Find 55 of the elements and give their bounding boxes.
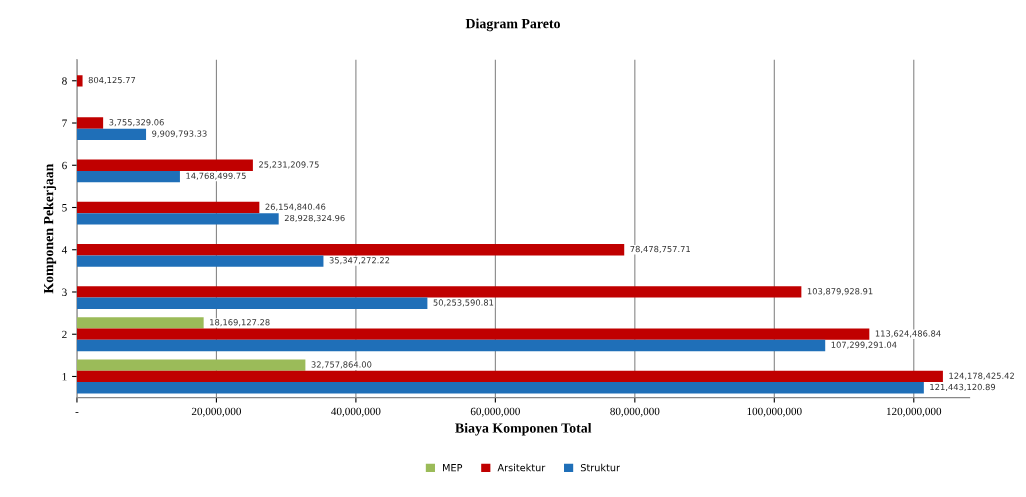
data-label: 26,154,840.46	[265, 203, 326, 211]
data-label: 121,443,120.89	[930, 383, 996, 392]
y-tick-label: 1	[62, 373, 67, 381]
x-tick-label: 60,000,000	[470, 407, 520, 417]
x-tick-label: 120,000,000	[886, 407, 942, 417]
bar	[76, 170, 180, 183]
x-tick-label: 20,000,000	[191, 407, 241, 417]
bar	[76, 201, 260, 214]
data-label: 32,757,864.00	[311, 361, 372, 369]
bar	[76, 117, 104, 129]
bar	[76, 286, 802, 298]
y-axis-title: Komponen Pekerjaan	[43, 163, 57, 294]
data-label: 50,253,590.81	[433, 299, 494, 307]
x-axis-title: Biaya Komponen Total	[455, 422, 592, 436]
data-label: 14,768,499.75	[186, 172, 246, 180]
bar	[76, 297, 428, 309]
bar	[76, 317, 204, 329]
bar	[76, 255, 324, 267]
bar	[76, 382, 924, 394]
data-label: 25,231,209.75	[259, 161, 319, 169]
bar	[76, 328, 870, 340]
bar	[76, 370, 943, 383]
x-tick-label: 40,000,000	[331, 407, 381, 417]
y-tick-label: 2	[62, 330, 67, 339]
bar	[76, 213, 279, 225]
data-label: 28,928,324.96	[284, 214, 345, 223]
y-tick-label: 3	[62, 288, 67, 296]
bar	[76, 244, 625, 256]
data-label: 18,169,127.28	[210, 319, 270, 327]
y-tick-label: 7	[62, 119, 67, 127]
legend-label: Struktur	[580, 463, 621, 472]
y-tick-label: 4	[61, 246, 68, 254]
x-tick-label: -	[75, 412, 79, 413]
data-label: 103,879,928.91	[807, 288, 873, 296]
data-label: 78,478,757.71	[630, 245, 690, 254]
bar	[76, 75, 83, 87]
y-tick-label: 8	[62, 77, 67, 85]
x-tick-label: 100,000,000	[747, 407, 802, 417]
bar	[76, 339, 826, 352]
data-label: 3,755,329.06	[109, 119, 164, 127]
data-label: 804,125.77	[88, 76, 136, 85]
data-label: 107,299,291.04	[831, 341, 897, 349]
data-label: 9,909,793.33	[152, 130, 207, 138]
data-label: 124,178,425.42	[949, 372, 1014, 380]
y-tick-label: 5	[62, 204, 67, 212]
y-tick-label: 6	[62, 161, 67, 170]
legend-label: MEP	[443, 464, 463, 472]
data-label: 35,347,272.22	[329, 257, 390, 265]
legend-label: Arsitektur	[497, 463, 546, 472]
data-label: 113,624,486.84	[875, 330, 941, 338]
chart-title: Diagram Pareto	[465, 18, 560, 32]
bar	[76, 128, 147, 140]
x-tick-label: 80,000,000	[610, 407, 660, 417]
bar	[76, 159, 253, 171]
bar	[76, 359, 306, 371]
